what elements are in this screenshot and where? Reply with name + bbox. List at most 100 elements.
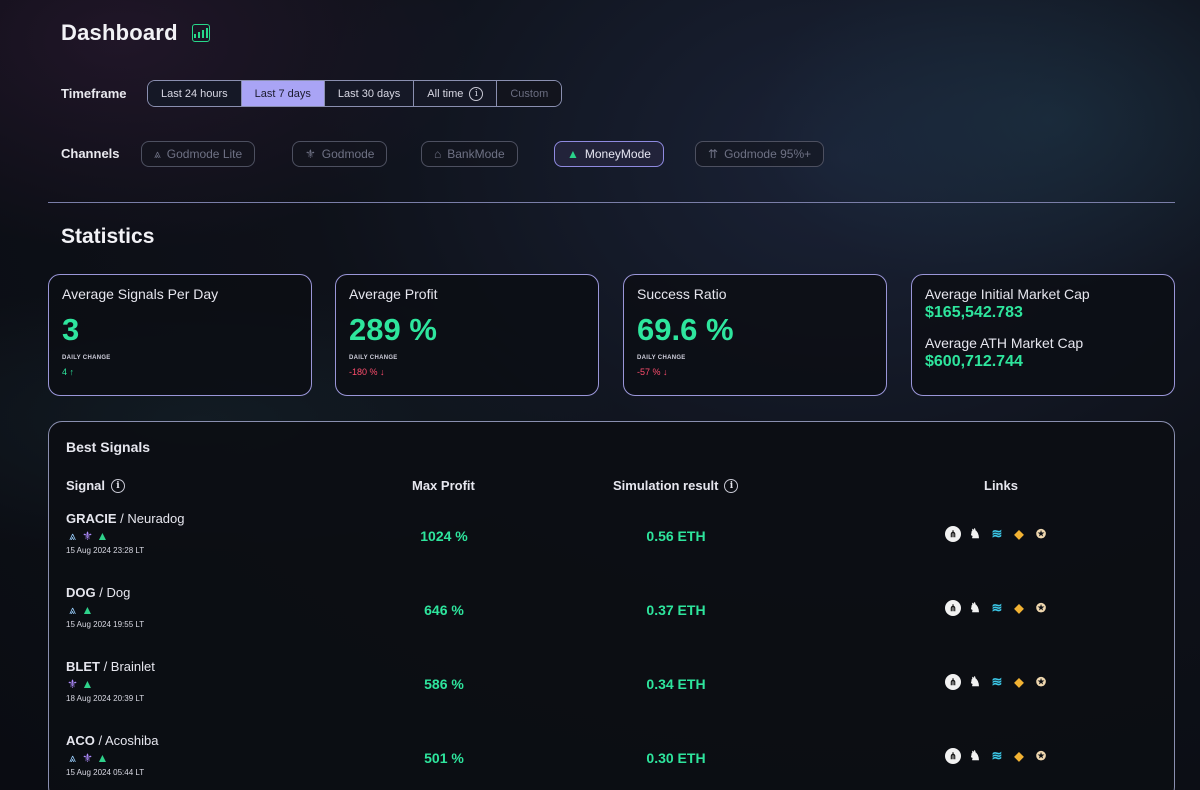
signal-ticker: ACO	[66, 733, 95, 748]
signal-date: 18 Aug 2024 20:39 LT	[66, 694, 145, 703]
signal-token-name: / Acoshiba	[94, 733, 159, 748]
table-row[interactable]: DOG / Dog ⩓ ▲ 15 Aug 2024 19:55 LT 646 %…	[49, 585, 1174, 655]
channel-bankmode-button[interactable]: ⌂ BankMode	[421, 141, 518, 167]
dextools-icon[interactable]: ⋔	[945, 600, 961, 616]
honeypot-icon[interactable]: ◆	[1014, 527, 1024, 541]
stat-card-profit: Average Profit 289 % DAILY CHANGE -180 %…	[335, 274, 599, 396]
signal-ticker: GRACIE	[66, 511, 117, 526]
info-icon[interactable]: i	[724, 478, 739, 493]
channel-icons: ⩓ ▲	[66, 603, 94, 618]
max-profit-value: 646 %	[424, 602, 464, 618]
channel-icons: ⩓ ⚜ ▲	[66, 751, 109, 766]
simulation-value: 0.30 ETH	[646, 750, 706, 766]
card-title: Average Profit	[349, 286, 438, 302]
wolf-icon[interactable]: ♞	[969, 748, 981, 763]
info-icon[interactable]: i	[111, 478, 126, 493]
arrows-up-icon: ⇈	[708, 147, 719, 161]
signal-token-name: / Neuradog	[116, 511, 185, 526]
dexscreener-icon[interactable]: ≋	[991, 674, 1003, 689]
channels-label: Channels	[61, 146, 120, 161]
column-simulation: Simulation result i	[613, 478, 739, 493]
signal-token-name: / Brainlet	[99, 659, 155, 674]
card-change: -57 % ↓	[637, 367, 873, 377]
arrow-down-icon: ↓	[380, 367, 385, 377]
card-value: 3	[62, 312, 80, 347]
channel-label: Godmode 95%+	[724, 147, 812, 161]
timeframe-7d-button[interactable]: Last 7 days	[241, 81, 325, 106]
timeframe-all-label: All time	[427, 87, 464, 100]
dexscreener-icon[interactable]: ≋	[991, 748, 1003, 763]
timeframe-30d-button[interactable]: Last 30 days	[324, 81, 415, 106]
card-value: 289 %	[349, 312, 437, 347]
card-value: 69.6 %	[637, 312, 734, 347]
bot-icon[interactable]: ✪	[1035, 749, 1047, 763]
signal-name: BLET / Brainlet	[66, 659, 155, 674]
stat-card-signals: Average Signals Per Day 3 DAILY CHANGE 4…	[48, 274, 312, 396]
page-title: Dashboard	[61, 20, 178, 45]
channel-godmode-button[interactable]: ⚜ Godmode	[292, 141, 388, 167]
change-value: 4	[62, 367, 68, 377]
links-group: ⋔ ♞ ≋ ◆ ✪	[945, 600, 1049, 616]
dextools-icon[interactable]: ⋔	[945, 526, 961, 542]
signal-name: GRACIE / Neuradog	[66, 511, 185, 526]
fleur-icon: ⚜	[82, 751, 93, 765]
card-sub: DAILY CHANGE	[62, 355, 111, 361]
stat-card-market-cap: Average Initial Market Cap $165,542.783 …	[911, 274, 1175, 396]
channel-label: BankMode	[447, 147, 505, 161]
godmode-lite-icon: ⩓	[69, 529, 76, 543]
card-title: Average Signals Per Day	[62, 286, 219, 302]
signal-name: DOG / Dog	[66, 585, 130, 600]
change-value: -180 %	[349, 367, 378, 377]
dextools-icon[interactable]: ⋔	[945, 748, 961, 764]
channel-icons: ⩓ ⚜ ▲	[66, 529, 109, 544]
godmode-lite-icon: ⩓	[154, 146, 161, 161]
channel-godmode95-button[interactable]: ⇈ Godmode 95%+	[695, 141, 825, 167]
bot-icon[interactable]: ✪	[1035, 675, 1047, 689]
honeypot-icon[interactable]: ◆	[1014, 675, 1024, 689]
max-profit-value: 1024 %	[420, 528, 468, 544]
signal-token-name: / Dog	[95, 585, 131, 600]
table-row[interactable]: GRACIE / Neuradog ⩓ ⚜ ▲ 15 Aug 2024 23:2…	[49, 511, 1174, 581]
ath-mc-label: Average ATH Market Cap	[925, 335, 1084, 351]
table-row[interactable]: ACO / Acoshiba ⩓ ⚜ ▲ 15 Aug 2024 05:44 L…	[49, 733, 1174, 790]
timeframe-24h-button[interactable]: Last 24 hours	[148, 81, 242, 106]
simulation-value: 0.37 ETH	[646, 602, 706, 618]
best-signals-panel: Best Signals Signal i Max Profit Simulat…	[48, 421, 1175, 790]
wolf-icon[interactable]: ♞	[969, 674, 981, 689]
timeframe-custom-button[interactable]: Custom	[497, 81, 562, 106]
section-divider	[48, 202, 1175, 203]
card-change: 4 ↑	[62, 367, 298, 377]
bot-icon[interactable]: ✪	[1035, 527, 1047, 541]
column-links: Links	[984, 478, 1018, 493]
statistics-title: Statistics	[61, 225, 155, 248]
timeframe-label: Timeframe	[61, 86, 127, 101]
timeframe-30d-label: Last 30 days	[337, 87, 401, 100]
dexscreener-icon[interactable]: ≋	[991, 600, 1003, 615]
godmode-lite-icon: ⩓	[69, 751, 76, 765]
card-sub: DAILY CHANGE	[349, 355, 398, 361]
wolf-icon[interactable]: ♞	[969, 600, 981, 615]
channel-godmode-lite-button[interactable]: ⩓ Godmode Lite	[141, 141, 256, 167]
bank-icon: ⌂	[434, 147, 442, 161]
honeypot-icon[interactable]: ◆	[1014, 749, 1024, 763]
dextools-icon[interactable]: ⋔	[945, 674, 961, 690]
channel-moneymode-button[interactable]: ▲ MoneyMode	[554, 141, 664, 167]
wolf-icon[interactable]: ♞	[969, 526, 981, 541]
dexscreener-icon[interactable]: ≋	[991, 526, 1003, 541]
fleur-icon: ⚜	[82, 529, 93, 543]
signal-date: 15 Aug 2024 23:28 LT	[66, 546, 145, 555]
signal-date: 15 Aug 2024 19:55 LT	[66, 620, 145, 629]
fleur-icon: ⚜	[305, 147, 316, 161]
ath-mc-value: $600,712.744	[925, 353, 1023, 370]
card-sub: DAILY CHANGE	[637, 355, 686, 361]
table-row[interactable]: BLET / Brainlet ⚜ ▲ 18 Aug 2024 20:39 LT…	[49, 659, 1174, 729]
column-label: Links	[984, 478, 1018, 493]
money-pyramid-icon: ▲	[567, 147, 579, 161]
best-signals-title: Best Signals	[66, 439, 151, 455]
bot-icon[interactable]: ✪	[1035, 601, 1047, 615]
honeypot-icon[interactable]: ◆	[1014, 601, 1024, 615]
signal-ticker: DOG	[66, 585, 96, 600]
timeframe-all-button[interactable]: All time i	[414, 81, 498, 106]
info-icon[interactable]: i	[469, 86, 484, 101]
